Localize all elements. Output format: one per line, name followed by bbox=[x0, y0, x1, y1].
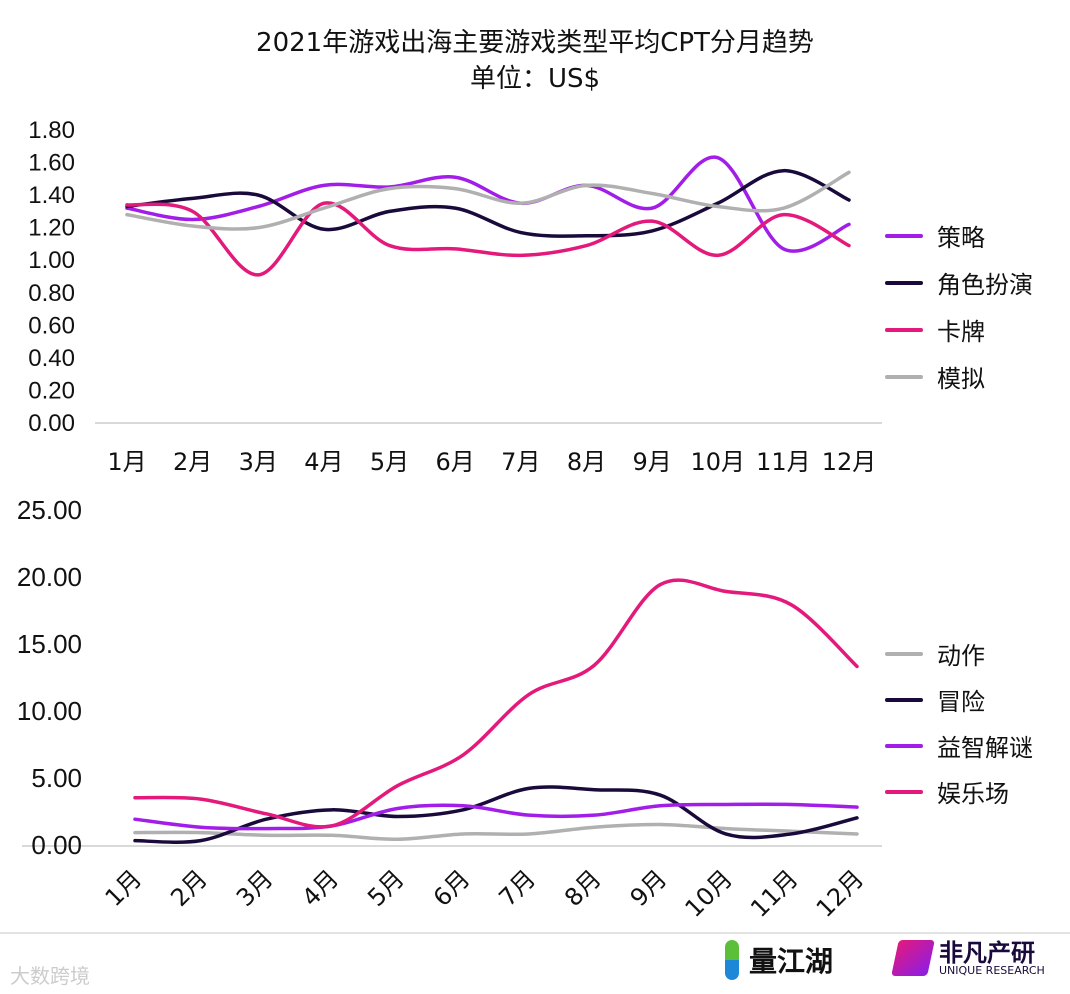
legend-item: 策略 bbox=[885, 218, 985, 253]
brand2-text: 非凡产研 bbox=[939, 938, 1035, 967]
legend-item: 益智解谜 bbox=[885, 728, 1033, 763]
series-line-策略 bbox=[125, 155, 851, 253]
y-tick-label: 0.00 bbox=[28, 410, 75, 437]
x-tick-label: 6月 bbox=[428, 864, 476, 912]
y-tick-label: 15.00 bbox=[17, 629, 82, 659]
x-tick-label: 11月 bbox=[745, 864, 803, 922]
legend-label: 卡牌 bbox=[937, 318, 985, 346]
y-tick-label: 0.20 bbox=[28, 377, 75, 404]
legend-item: 娱乐场 bbox=[885, 774, 1009, 809]
x-tick-label: 7月 bbox=[501, 448, 540, 476]
x-tick-label: 12月 bbox=[811, 864, 869, 922]
x-tick-label: 1月 bbox=[107, 448, 146, 476]
x-tick-label: 10月 bbox=[690, 448, 745, 476]
y-tick-label: 1.20 bbox=[28, 215, 75, 242]
legend-swatch bbox=[885, 743, 923, 748]
series-line-模拟 bbox=[125, 170, 851, 231]
legend-swatch bbox=[885, 651, 923, 656]
legend-swatch bbox=[885, 789, 923, 794]
x-tick-label: 4月 bbox=[297, 864, 345, 912]
legend-swatch bbox=[885, 233, 923, 238]
x-tick-label: 8月 bbox=[559, 864, 607, 912]
legend-label: 动作 bbox=[937, 642, 985, 670]
legend-label: 角色扮演 bbox=[937, 271, 1033, 299]
x-tick-label: 1月 bbox=[100, 864, 148, 912]
chart-title: 2021年游戏出海主要游戏类型平均CPT分月趋势 bbox=[256, 28, 814, 58]
legend-swatch bbox=[885, 697, 923, 702]
x-tick-label: 5月 bbox=[370, 448, 409, 476]
x-tick-label: 10月 bbox=[680, 864, 738, 922]
y-tick-label: 1.00 bbox=[28, 247, 75, 274]
y-tick-label: 25.00 bbox=[17, 495, 82, 525]
chart-subtitle: 单位：US$ bbox=[469, 64, 601, 94]
brand2-subtext: UNIQUE RESEARCH bbox=[939, 963, 1045, 977]
legend-label: 娱乐场 bbox=[937, 780, 1009, 808]
series-line-动作 bbox=[133, 822, 859, 842]
x-tick-label: 2月 bbox=[173, 448, 212, 476]
legend-item: 角色扮演 bbox=[885, 265, 1033, 300]
brand-liangjianghu: 量江湖 bbox=[725, 940, 833, 980]
brand1-text: 量江湖 bbox=[749, 945, 834, 978]
legend-label: 策略 bbox=[937, 224, 985, 252]
x-tick-label: 6月 bbox=[436, 448, 475, 476]
x-tick-label: 9月 bbox=[632, 448, 671, 476]
series-line-角色扮演 bbox=[125, 168, 851, 238]
x-tick-label: 2月 bbox=[165, 864, 213, 912]
series-line-娱乐场 bbox=[133, 578, 859, 829]
footer-divider bbox=[0, 932, 1070, 934]
y-tick-label: 0.80 bbox=[28, 280, 75, 307]
y-tick-label: 1.60 bbox=[28, 150, 75, 177]
y-tick-label: 5.00 bbox=[31, 763, 82, 793]
y-tick-label: 1.80 bbox=[28, 117, 75, 144]
x-tick-label: 5月 bbox=[362, 864, 410, 912]
liangjianghu-logo-icon bbox=[725, 940, 739, 980]
x-tick-label: 3月 bbox=[239, 448, 278, 476]
watermark: 大数跨境 bbox=[10, 964, 90, 988]
series-line-卡牌 bbox=[125, 201, 851, 277]
y-tick-label: 0.00 bbox=[31, 830, 82, 860]
unique-research-logo-icon bbox=[891, 940, 935, 976]
y-tick-label: 0.40 bbox=[28, 345, 75, 372]
y-tick-label: 20.00 bbox=[17, 562, 82, 592]
legend-item: 冒险 bbox=[885, 682, 985, 717]
x-tick-label: 11月 bbox=[756, 448, 811, 476]
x-tick-label: 12月 bbox=[822, 448, 877, 476]
legend-item: 动作 bbox=[885, 636, 985, 671]
legend-label: 模拟 bbox=[937, 365, 985, 393]
x-tick-label: 3月 bbox=[231, 864, 279, 912]
legend-item: 模拟 bbox=[885, 359, 985, 394]
series-line-益智解谜 bbox=[133, 802, 859, 831]
y-tick-label: 1.40 bbox=[28, 182, 75, 209]
legend-label: 益智解谜 bbox=[937, 734, 1033, 762]
series-line-冒险 bbox=[133, 785, 859, 844]
x-tick-label: 8月 bbox=[567, 448, 606, 476]
legend-label: 冒险 bbox=[937, 688, 985, 716]
x-tick-label: 7月 bbox=[493, 864, 541, 912]
legend-swatch bbox=[885, 280, 923, 285]
brand-unique-research: 非凡产研 UNIQUE RESEARCH bbox=[891, 938, 1045, 977]
legend-item: 卡牌 bbox=[885, 312, 985, 347]
y-tick-label: 10.00 bbox=[17, 696, 82, 726]
x-tick-label: 4月 bbox=[304, 448, 343, 476]
x-tick-label: 9月 bbox=[625, 864, 673, 912]
legend-swatch bbox=[885, 327, 923, 332]
legend-swatch bbox=[885, 374, 923, 379]
y-tick-label: 0.60 bbox=[28, 312, 75, 339]
